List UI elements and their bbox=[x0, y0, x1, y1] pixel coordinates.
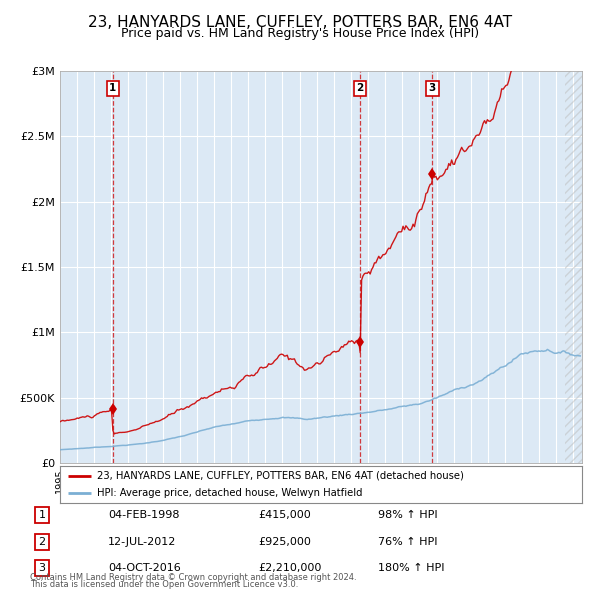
Text: 1: 1 bbox=[38, 510, 46, 520]
Text: 04-OCT-2016: 04-OCT-2016 bbox=[108, 563, 181, 573]
Text: 23, HANYARDS LANE, CUFFLEY, POTTERS BAR, EN6 4AT: 23, HANYARDS LANE, CUFFLEY, POTTERS BAR,… bbox=[88, 15, 512, 30]
Text: £415,000: £415,000 bbox=[258, 510, 311, 520]
Text: 180% ↑ HPI: 180% ↑ HPI bbox=[378, 563, 445, 573]
Text: Price paid vs. HM Land Registry's House Price Index (HPI): Price paid vs. HM Land Registry's House … bbox=[121, 27, 479, 40]
Text: HPI: Average price, detached house, Welwyn Hatfield: HPI: Average price, detached house, Welw… bbox=[97, 488, 362, 498]
Text: 3: 3 bbox=[429, 83, 436, 93]
Text: 3: 3 bbox=[38, 563, 46, 573]
Text: This data is licensed under the Open Government Licence v3.0.: This data is licensed under the Open Gov… bbox=[30, 580, 298, 589]
Text: 98% ↑ HPI: 98% ↑ HPI bbox=[378, 510, 437, 520]
Text: 2: 2 bbox=[38, 537, 46, 546]
Text: 12-JUL-2012: 12-JUL-2012 bbox=[108, 537, 176, 546]
Text: 23, HANYARDS LANE, CUFFLEY, POTTERS BAR, EN6 4AT (detached house): 23, HANYARDS LANE, CUFFLEY, POTTERS BAR,… bbox=[97, 471, 463, 481]
Text: 76% ↑ HPI: 76% ↑ HPI bbox=[378, 537, 437, 546]
Text: Contains HM Land Registry data © Crown copyright and database right 2024.: Contains HM Land Registry data © Crown c… bbox=[30, 573, 356, 582]
Bar bbox=[565, 71, 582, 463]
Text: £2,210,000: £2,210,000 bbox=[258, 563, 322, 573]
Text: 2: 2 bbox=[356, 83, 364, 93]
Text: 04-FEB-1998: 04-FEB-1998 bbox=[108, 510, 179, 520]
Text: £925,000: £925,000 bbox=[258, 537, 311, 546]
Text: 1: 1 bbox=[109, 83, 116, 93]
